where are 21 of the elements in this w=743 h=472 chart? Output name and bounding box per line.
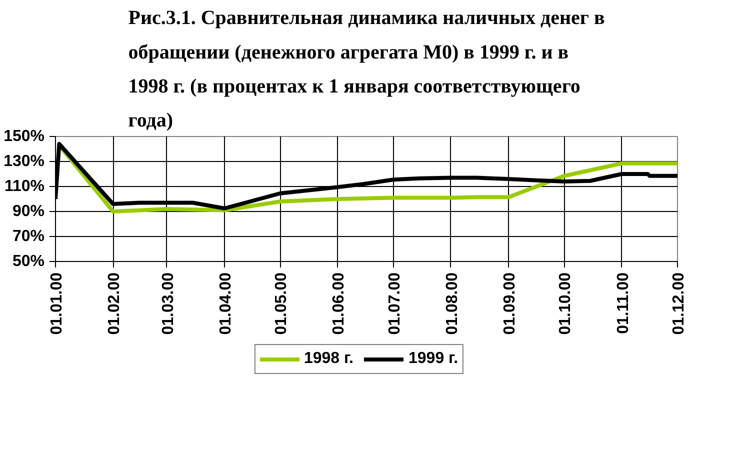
x-tick-label: 01.12.00 <box>670 272 688 335</box>
x-tick-label: 01.06.00 <box>330 272 348 335</box>
y-tick-label: 50% <box>12 253 45 270</box>
x-tick-label: 01.07.00 <box>386 272 404 335</box>
y-tick-label: 90% <box>12 203 45 220</box>
y-tick-label: 110% <box>4 178 45 195</box>
x-tick-label: 01.10.00 <box>557 272 574 335</box>
x-tick-label: 01.05.00 <box>273 272 290 335</box>
y-tick-label: 150% <box>4 128 44 145</box>
legend-label: 1998 г. <box>304 350 354 368</box>
x-tick-label: 01.11.00 <box>614 272 632 334</box>
x-tick-label: 01.03.00 <box>160 272 177 335</box>
y-tick-label: 70% <box>12 228 45 245</box>
x-tick-label: 01.08.00 <box>444 272 461 335</box>
x-tick-label: 01.01.00 <box>48 272 66 335</box>
x-tick-label: 01.02.00 <box>106 272 124 335</box>
legend-label: 1999 г. <box>408 350 458 368</box>
y-tick-label: 130% <box>4 153 44 170</box>
x-tick-label: 01.04.00 <box>217 272 234 335</box>
x-tick-label: 01.09.00 <box>502 272 519 335</box>
chart-title: Рис.3.1. Сравнительная динамика наличных денег в обращении (денежного агрегата М0) в 1999 г. и в 1998 г. (в процентах к 1 января соответствующего года) <box>128 7 605 132</box>
